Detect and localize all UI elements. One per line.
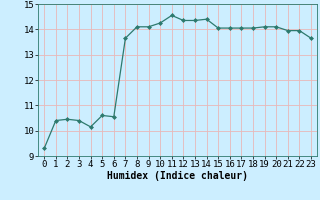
- X-axis label: Humidex (Indice chaleur): Humidex (Indice chaleur): [107, 171, 248, 181]
